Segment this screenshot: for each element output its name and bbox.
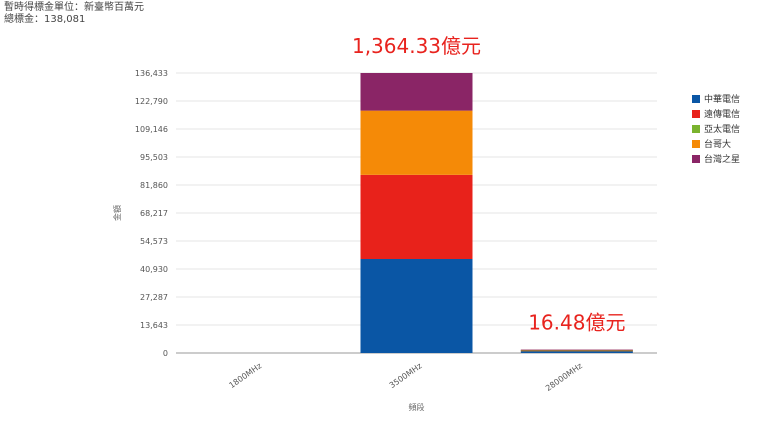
legend-swatch [692,125,700,133]
y-tick-label: 95,503 [140,153,168,162]
y-tick-label: 122,790 [135,97,168,106]
y-tick-label: 81,860 [140,181,168,190]
bar-segment [360,73,473,111]
legend-swatch [692,140,700,148]
bars [360,73,633,353]
y-tick-label: 109,146 [135,125,168,134]
x-tick-label: 28000MHz [544,361,584,393]
bar-segment [360,110,473,175]
bar-segment [520,350,633,352]
x-tick-label: 1800MHz [227,361,263,390]
y-tick-label: 68,217 [140,209,168,218]
y-tick-label: 27,287 [140,293,168,302]
legend-label: 台灣之星 [704,153,740,165]
legend-swatch [692,110,700,118]
y-tick-label: 13,643 [140,321,168,330]
value-annotation: 16.48億元 [528,311,625,335]
legend-label: 中華電信 [704,93,740,105]
bar-segment [360,174,473,260]
value-annotation: 1,364.33億元 [352,34,481,58]
bar-segment [360,259,473,353]
legend-label: 亞太電信 [704,123,740,135]
header-total-text: 總標金：138,081 [4,14,86,25]
y-axis-ticks: 0 13,643 27,287 40,930 54,573 68,217 81,860 95,… [135,69,168,358]
bar-segment [520,351,633,353]
y-tick-label: 136,433 [135,69,168,78]
annotations: 1,364.33億元 16.48億元 [352,34,625,335]
legend-label: 遠傳電信 [704,108,740,120]
legend-swatch [692,155,700,163]
bar-segment [520,349,633,351]
header-unit-text: 暫時得標金單位：新臺幣百萬元 [4,2,144,13]
y-tick-label: 40,930 [140,265,168,274]
x-tick-label: 3500MHz [388,361,424,390]
y-tick-label: 0 [163,349,168,358]
x-axis-label: 頻段 [409,402,425,412]
y-tick-label: 54,573 [140,237,168,246]
x-axis-ticks: 1800MHz 3500MHz 28000MHz [227,361,584,393]
y-axis-label: 金額 [112,205,122,221]
legend-swatch [692,95,700,103]
legend-label: 台哥大 [704,138,731,150]
